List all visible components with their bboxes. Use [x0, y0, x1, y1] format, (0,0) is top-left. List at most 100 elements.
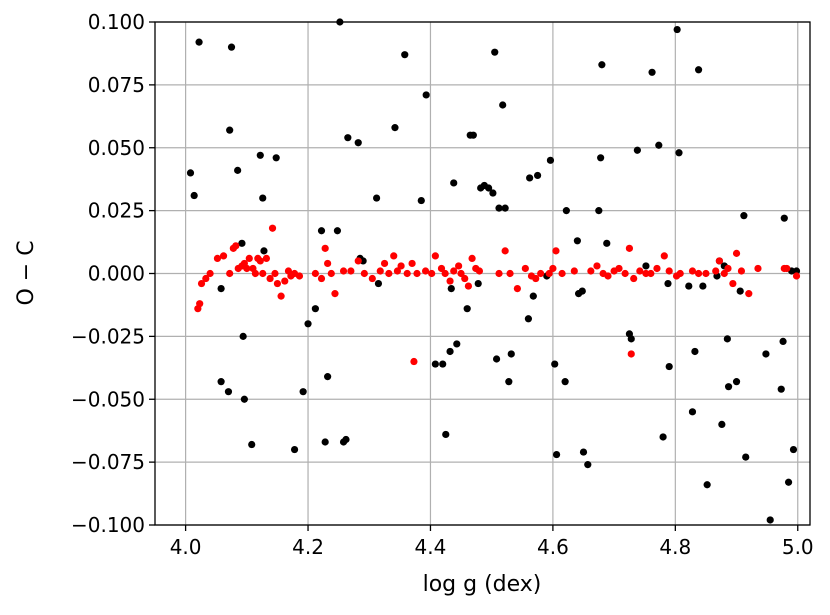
data-point	[321, 438, 329, 446]
data-point	[676, 269, 684, 278]
data-point	[718, 420, 726, 428]
data-point	[491, 48, 499, 56]
data-point	[437, 264, 446, 273]
data-point	[537, 269, 545, 278]
y-tick-label: 0.100	[88, 10, 145, 34]
x-tick-label: 5.0	[782, 535, 814, 559]
data-point	[271, 269, 279, 278]
data-point	[742, 453, 750, 461]
data-point	[732, 378, 741, 386]
data-points	[186, 18, 801, 524]
data-point	[324, 259, 332, 268]
data-point	[724, 264, 732, 273]
x-axis-label: log g (dex)	[423, 572, 542, 597]
data-point	[792, 272, 801, 280]
data-point	[558, 269, 566, 278]
data-point	[664, 279, 672, 288]
series-1	[194, 224, 801, 366]
data-point	[562, 207, 570, 215]
data-point	[403, 269, 411, 278]
x-axis-ticks: 4.0 4.2 4.4 4.6 4.8 5.0	[170, 525, 814, 559]
data-point	[321, 244, 329, 252]
data-point	[380, 259, 389, 268]
data-point	[374, 279, 383, 288]
series-0	[186, 18, 801, 524]
data-point	[251, 269, 259, 278]
data-point	[401, 51, 409, 59]
x-tick-label: 4.2	[292, 535, 324, 559]
data-point	[587, 267, 595, 275]
data-point	[224, 388, 233, 396]
data-point	[368, 274, 376, 283]
data-point	[339, 267, 348, 275]
data-point	[740, 212, 748, 220]
data-point	[561, 378, 569, 386]
data-point	[732, 249, 741, 257]
data-point	[754, 264, 762, 273]
data-point	[354, 139, 362, 147]
y-tick-label: 0.050	[88, 136, 145, 160]
data-point	[777, 385, 785, 393]
data-point	[277, 292, 285, 300]
data-point	[551, 360, 559, 368]
data-point	[227, 43, 236, 51]
data-point	[604, 272, 612, 280]
data-point	[256, 257, 264, 265]
data-point	[792, 267, 801, 275]
data-point	[598, 61, 606, 69]
data-point	[685, 282, 693, 290]
data-point	[573, 237, 581, 245]
data-point	[304, 320, 312, 328]
data-point	[745, 290, 753, 298]
data-point	[272, 154, 280, 162]
data-point	[256, 151, 264, 159]
data-point	[736, 287, 744, 295]
data-point	[597, 154, 605, 162]
data-point	[347, 267, 355, 275]
data-point	[505, 378, 513, 386]
data-point	[665, 267, 673, 275]
data-point	[533, 171, 542, 180]
data-point	[766, 516, 774, 524]
data-point	[495, 269, 503, 278]
data-point	[499, 101, 507, 109]
data-point	[780, 214, 788, 222]
data-point	[385, 269, 393, 278]
data-point	[521, 264, 529, 273]
data-point	[630, 274, 638, 283]
data-point	[627, 350, 635, 358]
data-point	[248, 440, 256, 449]
data-point	[234, 166, 242, 174]
y-tick-label: 0.025	[88, 199, 145, 223]
data-point	[281, 277, 289, 285]
data-point	[621, 269, 629, 278]
data-point	[489, 189, 497, 197]
data-point	[783, 264, 791, 273]
data-point	[513, 284, 521, 293]
x-tick-label: 4.0	[170, 535, 202, 559]
data-point	[217, 284, 225, 293]
data-point	[245, 254, 253, 263]
data-point	[239, 332, 247, 340]
data-point	[393, 267, 402, 275]
data-point	[501, 247, 509, 255]
data-point	[295, 272, 304, 280]
data-point	[372, 194, 381, 202]
data-point	[546, 156, 555, 164]
data-point	[784, 478, 793, 486]
data-point	[360, 269, 368, 278]
data-point	[455, 262, 463, 270]
data-point	[240, 395, 248, 403]
data-point	[417, 196, 425, 205]
data-point	[390, 252, 398, 260]
data-point	[259, 194, 267, 202]
data-point	[457, 269, 465, 278]
data-point	[737, 267, 746, 275]
data-point	[408, 259, 416, 268]
data-point	[217, 378, 225, 386]
data-point	[729, 279, 737, 288]
data-point	[468, 254, 476, 263]
data-point	[413, 269, 421, 278]
x-tick-label: 4.4	[415, 535, 447, 559]
